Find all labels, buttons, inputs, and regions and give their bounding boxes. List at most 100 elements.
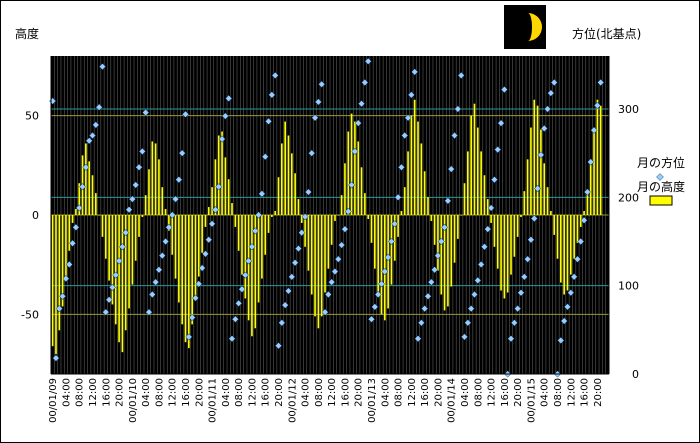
- azimuth-point: [404, 114, 412, 122]
- altitude-bar: [579, 215, 582, 227]
- altitude-bar: [151, 141, 154, 215]
- altitude-bar: [327, 215, 330, 269]
- altitude-bar: [546, 187, 549, 215]
- right-axis-title: 方位(北基点): [572, 26, 641, 41]
- x-tick-label: 04:00: [221, 378, 232, 407]
- altitude-bar: [400, 211, 403, 215]
- altitude-bar: [128, 215, 130, 309]
- azimuth-point: [321, 308, 329, 316]
- azimuth-point: [158, 252, 166, 260]
- altitude-bar: [513, 215, 516, 257]
- x-tick-label: 04:00: [61, 378, 72, 407]
- azimuth-point: [441, 223, 449, 231]
- altitude-bar: [510, 215, 512, 275]
- x-tick-label: 00/01/09: [48, 378, 59, 423]
- azimuth-point: [152, 278, 160, 286]
- azimuth-point: [88, 131, 97, 140]
- altitude-bar: [237, 215, 240, 251]
- azimuth-point: [324, 290, 332, 299]
- altitude-bar: [576, 215, 579, 243]
- altitude-bar: [360, 167, 363, 215]
- altitude-bar: [61, 215, 64, 307]
- altitude-bar: [344, 163, 346, 215]
- azimuth-point: [354, 119, 362, 127]
- x-tick-label: 08:00: [234, 378, 245, 407]
- altitude-bar: [463, 183, 466, 215]
- azimuth-point: [434, 252, 442, 260]
- azimuth-point: [557, 336, 565, 344]
- azimuth-point: [314, 98, 322, 106]
- altitude-bar: [367, 215, 370, 219]
- azimuth-point: [570, 273, 578, 281]
- left-tick-label: 50: [25, 110, 39, 123]
- left-tick-label: -50: [21, 308, 39, 321]
- altitude-bar: [566, 215, 569, 291]
- azimuth-point: [447, 165, 455, 173]
- x-tick-label: 12:00: [327, 378, 338, 407]
- x-tick-label: 16:00: [420, 378, 431, 407]
- altitude-bar: [98, 215, 100, 216]
- azimuth-point: [132, 181, 140, 189]
- azimuth-point: [401, 131, 409, 140]
- altitude-bar: [257, 215, 260, 303]
- altitude-bar: [194, 215, 197, 301]
- x-tick-label: 16:00: [500, 378, 511, 407]
- altitude-bar: [430, 215, 433, 221]
- azimuth-point: [142, 108, 150, 117]
- altitude-bar: [211, 187, 213, 215]
- altitude-bar: [144, 195, 147, 215]
- azimuth-point: [361, 78, 369, 87]
- azimuth-point: [188, 313, 196, 322]
- azimuth-point: [580, 216, 588, 224]
- azimuth-point: [431, 266, 439, 274]
- azimuth-point: [417, 319, 425, 327]
- azimuth-point: [98, 63, 107, 71]
- azimuth-point: [414, 335, 422, 343]
- altitude-bar: [427, 197, 429, 215]
- azimuth-point: [424, 292, 432, 300]
- altitude-bar: [197, 215, 200, 277]
- altitude-bar: [254, 215, 257, 329]
- azimuth-point: [298, 229, 306, 237]
- altitude-bar: [114, 215, 117, 325]
- azimuth-point: [248, 243, 256, 251]
- azimuth-point: [304, 188, 312, 196]
- x-tick-label: 08:00: [473, 378, 484, 407]
- altitude-bar: [171, 215, 174, 255]
- azimuth-point: [72, 223, 80, 231]
- azimuth-point: [261, 153, 269, 161]
- azimuth-point: [500, 86, 508, 94]
- right-tick-label: 0: [632, 368, 639, 381]
- azimuth-point: [205, 236, 213, 244]
- azimuth-point: [573, 255, 581, 263]
- azimuth-point: [185, 333, 193, 341]
- x-tick-label: 00/01/12: [287, 378, 298, 423]
- azimuth-point: [464, 319, 472, 327]
- azimuth-point: [494, 146, 502, 154]
- azimuth-point: [211, 206, 219, 214]
- azimuth-point: [437, 237, 445, 246]
- azimuth-point: [394, 193, 402, 201]
- altitude-bar: [370, 215, 373, 243]
- altitude-bar: [75, 209, 77, 215]
- altitude-bar: [523, 191, 526, 215]
- azimuth-point: [165, 223, 173, 231]
- altitude-bar: [111, 215, 114, 305]
- altitude-bar: [334, 215, 336, 221]
- azimuth-point: [181, 110, 190, 118]
- x-tick-label: 20:00: [593, 378, 604, 407]
- altitude-bar: [91, 175, 94, 215]
- altitude-bar: [154, 143, 157, 215]
- azimuth-point: [235, 299, 243, 307]
- altitude-bar: [158, 159, 160, 215]
- x-tick-label: 16:00: [340, 378, 351, 407]
- x-tick-label: 04:00: [380, 378, 391, 407]
- altitude-bar: [337, 215, 340, 216]
- altitude-bar: [68, 215, 71, 251]
- azimuth-point: [567, 289, 575, 297]
- azimuth-point: [381, 267, 389, 276]
- altitude-bar: [583, 211, 585, 215]
- altitude-bar: [227, 179, 230, 215]
- altitude-bar: [95, 193, 97, 215]
- altitude-bar: [317, 215, 320, 329]
